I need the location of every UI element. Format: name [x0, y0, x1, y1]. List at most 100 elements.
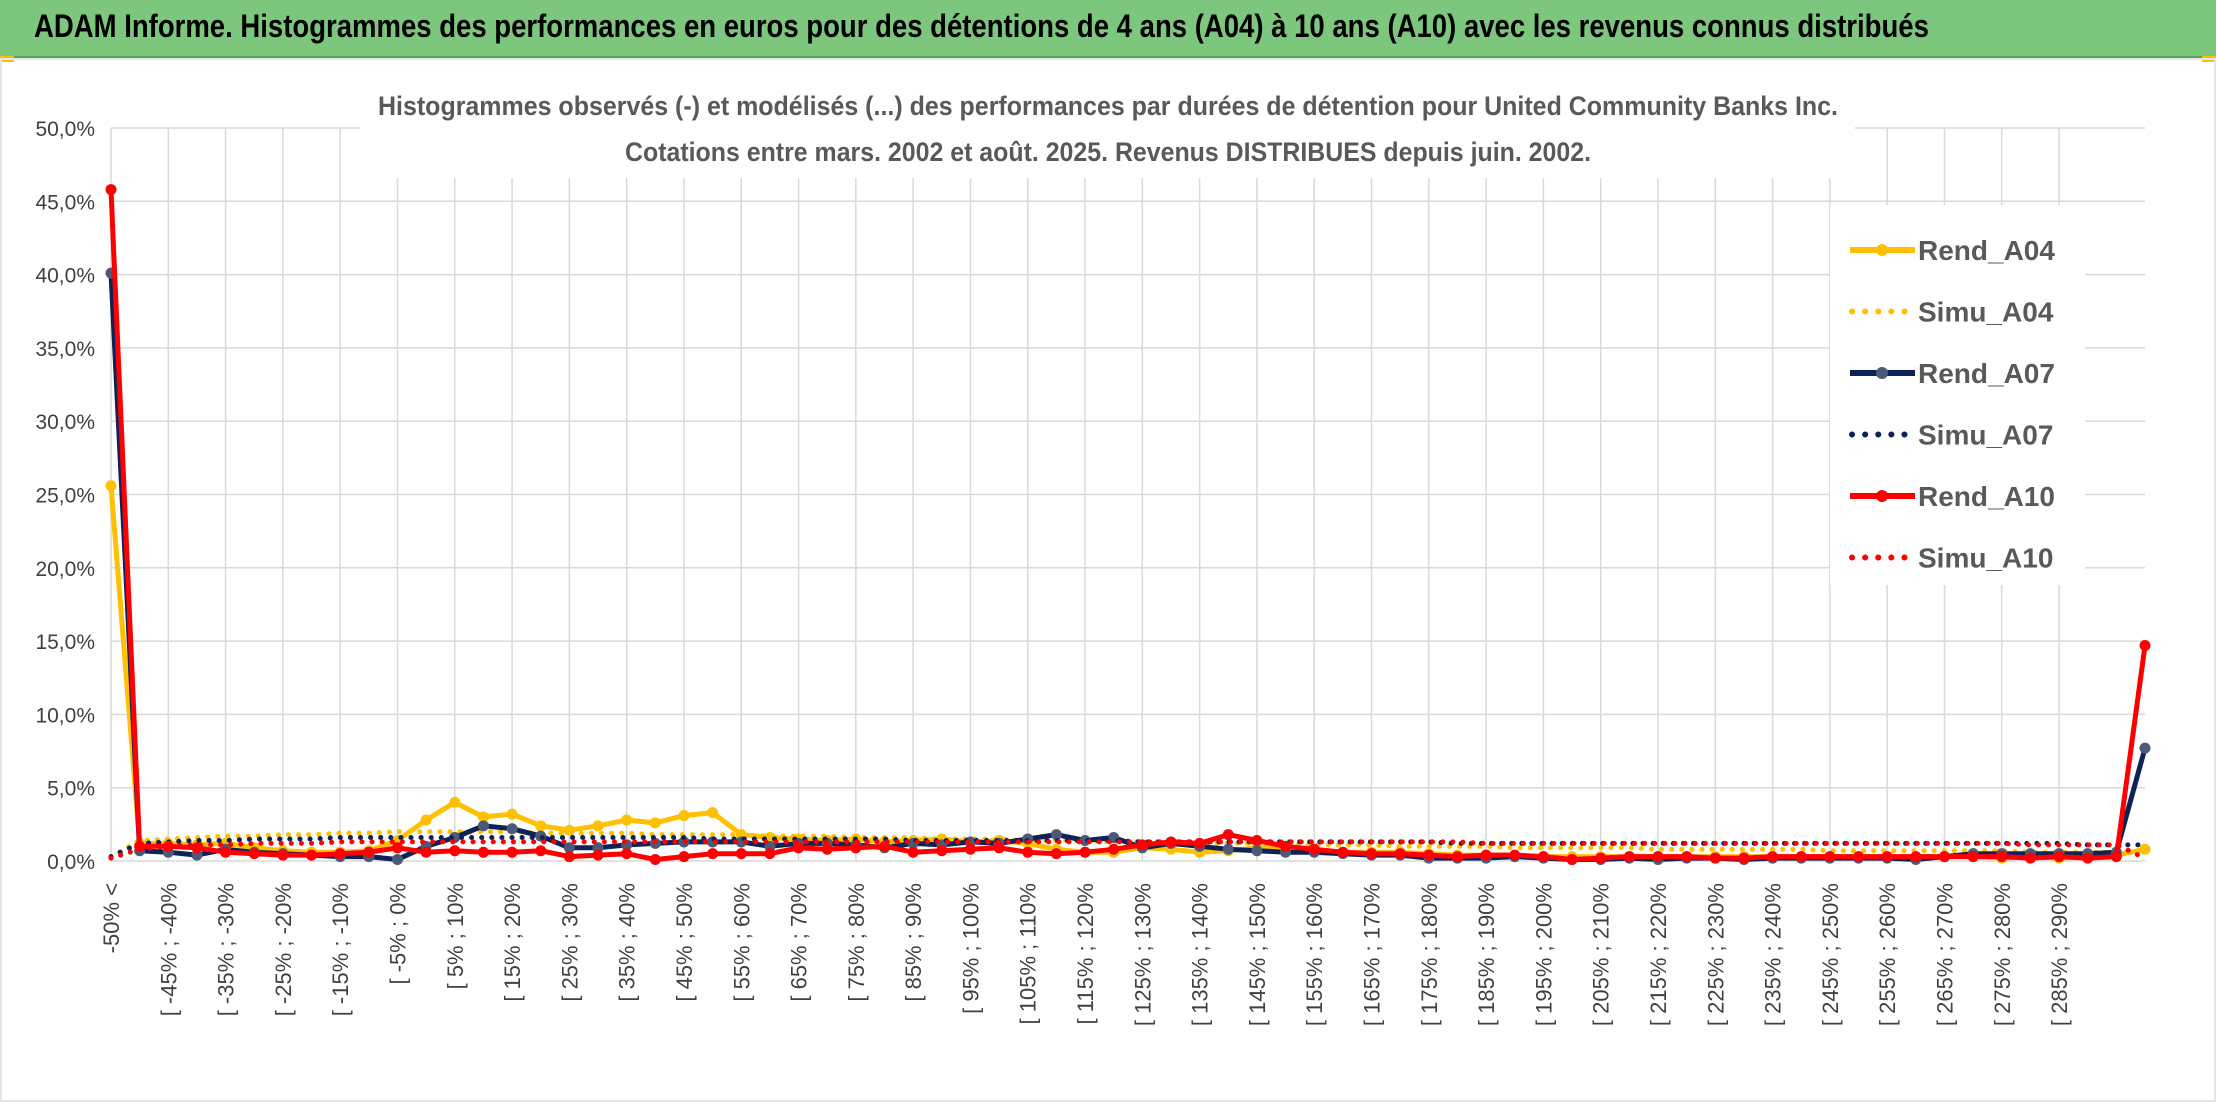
- rend-a10-point: [105, 184, 117, 196]
- rend-a10-point: [1853, 851, 1865, 863]
- rend-a10-point: [1451, 851, 1463, 863]
- rend-a10-point: [964, 843, 976, 855]
- y-tick-label: 5,0%: [47, 778, 95, 801]
- chart-title-box: [360, 82, 1855, 178]
- rend-a07-point: [563, 842, 575, 854]
- x-tick-label: [ 215% ; 220%: [1646, 883, 1671, 1026]
- x-tick-label: [ 275% ; 280%: [1990, 883, 2015, 1026]
- x-tick-label: [ 245% ; 250%: [1818, 883, 1843, 1026]
- legend-label: Simu_A07: [1918, 420, 2053, 451]
- rend-a10-point: [1910, 851, 1922, 863]
- x-tick-label: [ 25% ; 30%: [557, 883, 582, 1002]
- rend-a10-point: [621, 848, 633, 860]
- rend-a10-point: [1824, 851, 1836, 863]
- rend-a10-point: [1967, 851, 1979, 863]
- y-tick-label: 25,0%: [35, 485, 95, 508]
- rend-a10-point: [1623, 851, 1635, 863]
- x-tick-label: [ 175% ; 180%: [1417, 883, 1442, 1026]
- rend-a10-point: [821, 843, 833, 855]
- rend-a04-point: [535, 820, 547, 832]
- x-tick-label: [ 285% ; 290%: [2047, 883, 2072, 1026]
- legend-label: Rend_A07: [1918, 358, 2055, 389]
- rend-a10-point: [420, 846, 432, 858]
- x-tick-label: [ 65% ; 70%: [787, 883, 812, 1002]
- chart-title: Histogrammes observés (-) et modélisés (…: [378, 91, 1838, 121]
- rend-a10-point: [1108, 843, 1120, 855]
- banner: ADAM Informe. Histogrammes des performan…: [0, 0, 2216, 58]
- legend-label: Simu_A10: [1918, 543, 2053, 574]
- rend-a10-point: [1222, 829, 1234, 841]
- rend-a10-point: [449, 845, 461, 857]
- x-tick-label: [ -15% ; -10%: [328, 883, 353, 1016]
- rend-a10-point: [477, 846, 489, 858]
- x-tick-label: [ 235% ; 240%: [1761, 883, 1786, 1026]
- y-tick-label: 10,0%: [35, 704, 95, 727]
- rend-a04-point: [592, 820, 604, 832]
- rend-a10-point: [2053, 851, 2065, 863]
- rend-a04-point: [449, 796, 461, 808]
- rend-a07-point: [1251, 845, 1263, 857]
- legend-marker: [1876, 490, 1888, 502]
- rend-a10-point: [391, 842, 403, 854]
- y-tick-label: 20,0%: [35, 558, 95, 581]
- rend-a10-point: [1681, 851, 1693, 863]
- rend-a10-point: [1881, 851, 1893, 863]
- rend-a10-point: [1595, 852, 1607, 864]
- x-tick-label: [ 195% ; 200%: [1531, 883, 1556, 1026]
- x-tick-label: [ 35% ; 40%: [615, 883, 640, 1002]
- rend-a10-point: [1423, 849, 1435, 861]
- rend-a10-point: [220, 846, 232, 858]
- x-tick-label: [ 185% ; 190%: [1474, 883, 1499, 1026]
- legend-label: Rend_A04: [1918, 235, 2055, 266]
- chart-frame: [0, 58, 2216, 1102]
- x-tick-label: [ 135% ; 140%: [1188, 883, 1213, 1026]
- rend-a07-point: [1050, 829, 1062, 841]
- legend-marker: [1876, 244, 1888, 256]
- x-tick-label: [ 95% ; 100%: [958, 883, 983, 1014]
- rend-a10-point: [764, 848, 776, 860]
- rend-a04-point: [506, 808, 518, 820]
- x-tick-label: [ -35% ; -30%: [214, 883, 239, 1016]
- rend-a10-point: [363, 846, 375, 858]
- rend-a04-point: [2139, 843, 2151, 855]
- rend-a07-point: [391, 854, 403, 866]
- x-tick-label: [ -45% ; -40%: [156, 883, 181, 1016]
- rend-a10-point: [248, 848, 260, 860]
- rend-a10-point: [506, 846, 518, 858]
- rend-a10-point: [1394, 848, 1406, 860]
- x-tick-label: [ 55% ; 60%: [729, 883, 754, 1002]
- rend-a10-point: [850, 842, 862, 854]
- y-tick-label: 15,0%: [35, 631, 95, 654]
- rend-a10-point: [592, 849, 604, 861]
- y-tick-label: 0,0%: [47, 851, 95, 874]
- legend-box: [1830, 205, 2085, 585]
- rend-a10-point: [1050, 848, 1062, 860]
- rend-a10-point: [678, 851, 690, 863]
- rend-a10-point: [563, 851, 575, 863]
- y-tick-label: 30,0%: [35, 411, 95, 434]
- y-tick-label: 45,0%: [35, 191, 95, 214]
- rend-a10-point: [1537, 851, 1549, 863]
- rend-a04-point: [649, 817, 661, 829]
- y-tick-label: 40,0%: [35, 265, 95, 288]
- rend-a10-point: [1079, 846, 1091, 858]
- y-tick-label: 50,0%: [35, 118, 95, 141]
- x-tick-label: [ -25% ; -20%: [271, 883, 296, 1016]
- x-tick-label: [ 265% ; 270%: [1932, 883, 1957, 1026]
- x-tick-label: [ 15% ; 20%: [500, 883, 525, 1002]
- rend-a10-point: [277, 849, 289, 861]
- rend-a04-point: [707, 807, 719, 819]
- x-tick-label: [ 105% ; 110%: [1016, 883, 1041, 1024]
- rend-a10-point: [707, 848, 719, 860]
- x-tick-label: [ 115% ; 120%: [1073, 883, 1098, 1024]
- rend-a10-point: [793, 842, 805, 854]
- x-tick-label: [ 145% ; 150%: [1245, 883, 1270, 1026]
- rend-a10-point: [1996, 851, 2008, 863]
- x-tick-label: [ 5% ; 10%: [443, 883, 468, 989]
- rend-a10-point: [2139, 639, 2151, 651]
- rend-a07-point: [1222, 843, 1234, 855]
- rend-a10-point: [1938, 851, 1950, 863]
- rend-a10-point: [907, 846, 919, 858]
- x-tick-label: [ 205% ; 210%: [1589, 883, 1614, 1026]
